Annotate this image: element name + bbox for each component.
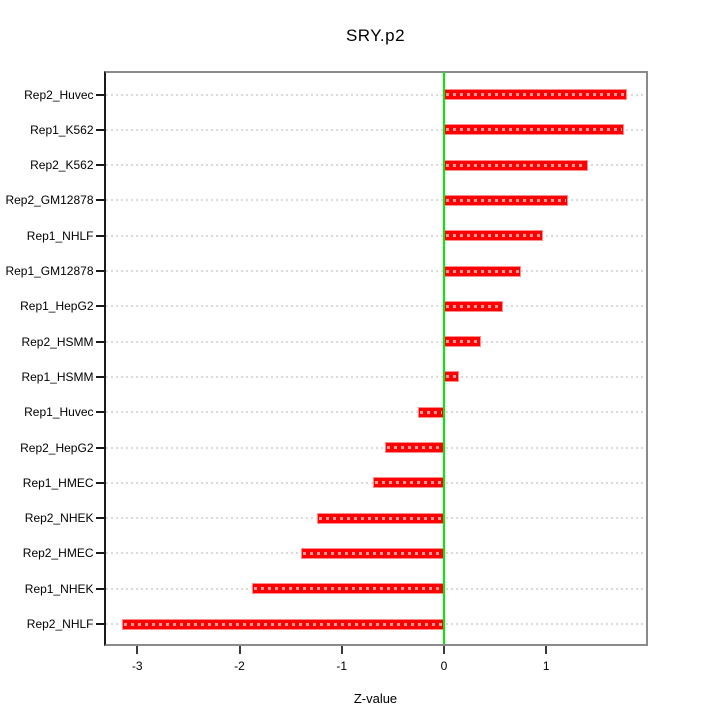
bar-dash-pattern [386,446,442,449]
y-axis-label: Rep1_HepG2 [20,299,94,314]
bar-dash-pattern [446,198,566,202]
bar [251,583,444,595]
y-axis-label: Rep1_Huvec [24,405,94,420]
y-axis-tick [95,164,104,167]
grid-line [105,446,646,449]
bar [317,512,444,524]
bar [444,159,589,171]
bar [444,124,624,136]
bar [418,406,444,418]
y-axis-label: Rep2_HSMM [21,334,94,349]
bar-dash-pattern [446,163,587,167]
bar-dash-pattern [446,340,479,344]
bar [444,300,504,312]
x-axis-tick [545,646,548,654]
x-axis-tick [238,646,241,654]
y-axis-tick [95,481,104,484]
y-axis-tick [95,340,104,343]
bar [444,230,544,242]
y-axis-tick [95,305,104,308]
bar [444,194,568,206]
bar [444,336,481,348]
grid-line [105,93,646,96]
y-axis-tick [95,446,104,449]
bar-dash-pattern [446,234,542,238]
bar-dash-pattern [253,587,442,591]
bar [444,265,521,277]
y-axis-label: Rep1_NHEK [24,581,94,596]
grid-line [105,305,646,308]
chart-title: SRY.p2 [345,26,406,45]
y-axis-label: Rep1_K562 [30,122,94,137]
x-tick-label: -3 [131,659,143,673]
bar-dash-pattern [446,375,458,379]
zero-line [443,72,445,644]
bar [384,442,444,453]
bar-dash-pattern [375,481,442,485]
bar-dash-pattern [446,93,626,96]
bar-dash-pattern [420,410,442,414]
y-axis-label: Rep2_HepG2 [20,440,94,455]
y-axis-tick [95,623,104,625]
bar-dash-pattern [446,304,502,308]
y-axis-tick [95,93,104,96]
bar-dash-pattern [302,551,442,555]
y-axis-label: Rep2_NHLF [26,617,94,631]
grid-line [105,375,646,378]
y-axis-label: Rep2_GM12878 [5,193,94,208]
y-axis-label: Rep1_HMEC [22,475,94,490]
y-axis-label: Rep2_K562 [30,158,94,173]
grid-line [105,270,646,272]
y-axis-label: Rep2_HMEC [22,546,94,561]
y-axis-tick [95,552,104,555]
grid-line [105,411,646,414]
bar [121,618,444,630]
x-axis-tick [340,646,343,654]
y-axis-tick [95,411,104,414]
bar [300,547,444,559]
y-axis-label: Rep1_GM12878 [5,264,94,278]
plot-area [103,70,648,646]
x-axis-tick [443,646,445,654]
y-axis-label: Rep2_NHEK [24,511,94,526]
bar-dash-pattern [446,128,622,132]
y-axis-label: Rep1_HSMM [21,369,94,384]
grid-line [105,128,646,131]
bar [373,477,444,489]
y-axis-tick [95,128,104,131]
grid-line [105,164,646,167]
x-tick-label: -1 [336,659,348,673]
bar-dash-pattern [446,269,519,273]
bar [444,371,460,383]
y-axis-tick [95,375,104,378]
grid-line [105,340,646,343]
y-axis-tick [95,234,104,237]
grid-line [105,234,646,237]
y-axis-tick [95,587,104,590]
x-axis-title: Z-value [353,691,398,706]
y-axis-tick [95,199,104,202]
x-tick-label: 0 [440,659,448,673]
bar-dash-pattern [319,516,442,520]
y-axis-label: Rep1_NHLF [26,228,94,243]
x-axis-tick [136,646,139,654]
bar [444,89,628,100]
y-axis-label: Rep2_Huvec [24,87,94,102]
grid-line [105,199,646,202]
x-tick-label: -2 [234,659,245,673]
y-axis-tick [95,270,104,272]
y-axis-tick [95,517,104,520]
bar-dash-pattern [123,622,442,626]
x-tick-label: 1 [542,659,550,673]
